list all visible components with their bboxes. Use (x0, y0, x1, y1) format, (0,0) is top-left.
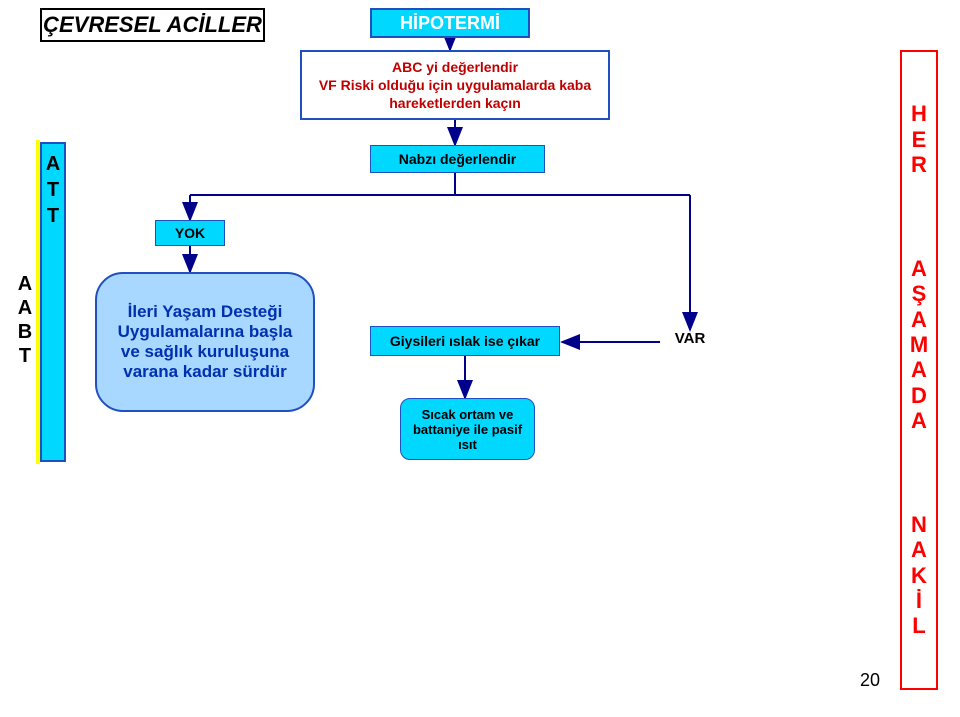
left-strip-aabt: AABT (14, 272, 36, 368)
yok-text: YOK (175, 225, 205, 241)
left-strip-att: ATT (40, 142, 66, 462)
right-strip-letter: H (911, 101, 927, 126)
right-strip-letter: L (912, 613, 925, 638)
right-strip: HERAŞAMADANAKİL (900, 50, 938, 690)
abc-line1: ABC yi değerlendir (392, 58, 518, 76)
clothes-text: Giysileri ıslak ise çıkar (390, 333, 540, 349)
right-strip-letter: A (911, 256, 927, 281)
left-strip-letter: A (46, 152, 60, 176)
right-strip-group: NAKİL (911, 512, 927, 638)
pulse-text: Nabzı değerlendir (399, 151, 516, 167)
right-strip-letter: A (911, 408, 927, 433)
left-strip-letter: T (47, 204, 59, 228)
right-strip-letter: N (911, 512, 927, 537)
right-strip-letter: A (911, 357, 927, 382)
abc-line3: hareketlerden kaçın (389, 94, 521, 112)
abc-line2: VF Riski olduğu için uygulamalarda kaba (319, 76, 591, 94)
right-strip-letter: A (911, 307, 927, 332)
ils-text: İleri Yaşam Desteği Uygulamalarına başla… (113, 302, 297, 382)
right-strip-group: AŞAMADA (910, 256, 928, 433)
main-title-text: ÇEVRESEL ACİLLER (43, 12, 262, 38)
main-title-box: ÇEVRESEL ACİLLER (40, 8, 265, 42)
page-number-text: 20 (860, 670, 880, 690)
var-label: VAR (660, 330, 720, 347)
sub-title-text: HİPOTERMİ (400, 13, 500, 34)
sub-title-box: HİPOTERMİ (370, 8, 530, 38)
clothes-box: Giysileri ıslak ise çıkar (370, 326, 560, 356)
right-strip-group: HER (911, 101, 927, 177)
right-strip-letter: K (911, 563, 927, 588)
left-strip2-letter: A (18, 272, 32, 296)
page-number: 20 (860, 670, 880, 691)
warm-text: Sıcak ortam ve battaniye ile pasif ısıt (409, 407, 526, 452)
right-strip-letter: M (910, 332, 928, 357)
yok-label-box: YOK (155, 220, 225, 246)
right-strip-letter: A (911, 537, 927, 562)
right-strip-letter: E (912, 127, 927, 152)
pulse-evaluate-box: Nabzı değerlendir (370, 145, 545, 173)
left-strip-letter: T (47, 178, 59, 202)
var-text: VAR (675, 330, 706, 347)
right-strip-letter: D (911, 383, 927, 408)
left-strip2-letter: T (19, 344, 31, 368)
right-strip-letter: R (911, 152, 927, 177)
left-strip2-letter: B (18, 320, 32, 344)
right-strip-letter: İ (916, 588, 922, 613)
right-strip-letter: Ş (912, 281, 927, 306)
ils-box: İleri Yaşam Desteği Uygulamalarına başla… (95, 272, 315, 412)
warm-box: Sıcak ortam ve battaniye ile pasif ısıt (400, 398, 535, 460)
abc-evaluate-box: ABC yi değerlendir VF Riski olduğu için … (300, 50, 610, 120)
left-strip2-letter: A (18, 296, 32, 320)
